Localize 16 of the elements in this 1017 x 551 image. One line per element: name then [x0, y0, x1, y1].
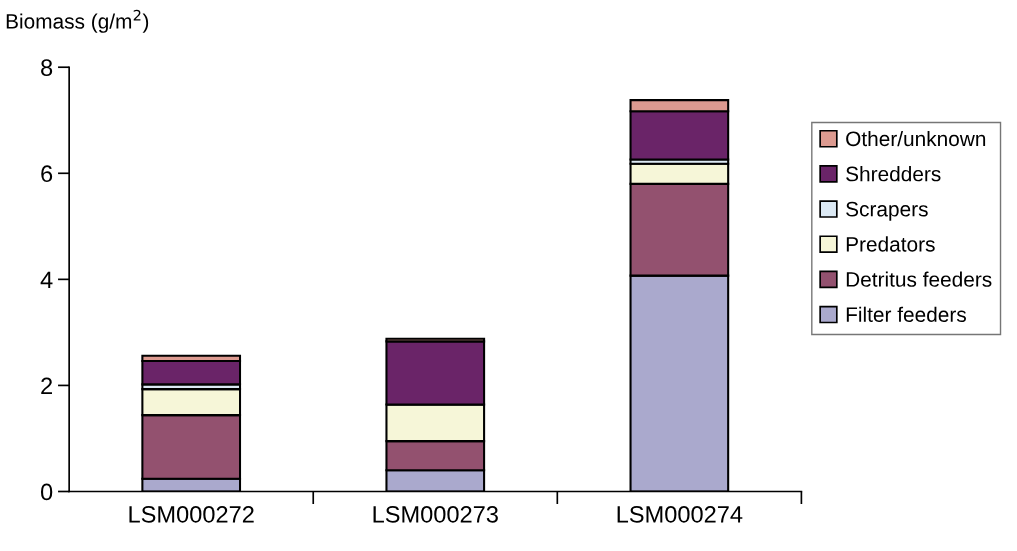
legend-label: Shredders — [846, 166, 941, 182]
bar — [141, 359, 242, 386]
y-tick-label: 0 — [40, 483, 53, 501]
legend-label: Other/unknown — [846, 130, 986, 147]
y-tick-label: 2 — [41, 377, 52, 394]
legend-label: Scrapers — [846, 201, 928, 221]
y-tick-label: 8 — [41, 59, 53, 77]
y-tick-label: 6 — [41, 165, 53, 183]
legend-label: Detritus feeders — [846, 271, 992, 287]
x-tick-label: LSM000273 — [373, 506, 498, 523]
legend-label: Filter feeders — [846, 306, 966, 322]
legend-label: Predators — [846, 236, 935, 252]
y-axis-title: Biomass (g/m$^{2}$) — [6, 9, 149, 33]
y-tick-label: 4 — [40, 271, 53, 288]
x-tick-label: LSM000272 — [129, 506, 254, 523]
x-tick-label: LSM000274 — [617, 506, 743, 523]
